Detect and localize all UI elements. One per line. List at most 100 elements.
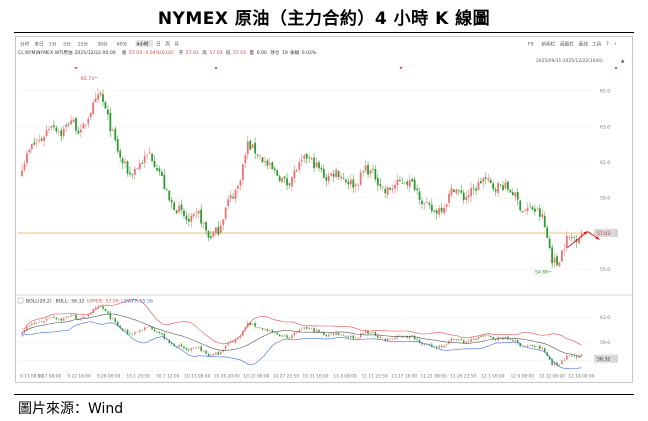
- period-tab-5[interactable]: 30分: [97, 41, 108, 48]
- indicator-candle-body: [70, 315, 72, 317]
- period-tab-8[interactable]: 日: [156, 42, 161, 48]
- candle-body: [45, 130, 48, 137]
- y-tick-label-2: 61.0: [600, 160, 610, 166]
- candle-body: [180, 204, 183, 210]
- x-tick-label-18: 12.12 08:00: [539, 374, 565, 380]
- indicator-candle-body: [274, 332, 276, 333]
- period-tab-1[interactable]: 多日: [34, 41, 43, 48]
- period-tab-0[interactable]: 分时: [20, 41, 30, 48]
- candle-body: [362, 171, 365, 173]
- period-tab-6[interactable]: 60分: [117, 41, 128, 48]
- indicator-candle-body: [470, 338, 472, 342]
- last-price-tag: [594, 228, 618, 237]
- info-field-8: 57.03: [209, 50, 222, 56]
- indicator-candle-body: [239, 336, 242, 338]
- indicator-candle-body: [259, 327, 261, 329]
- indicator-candle-body: [494, 339, 497, 340]
- indicator-candle-body: [281, 335, 283, 337]
- indicator-candle-body: [247, 322, 249, 328]
- indicator-candle-body: [359, 333, 362, 338]
- candle-body: [502, 185, 504, 190]
- candle-body: [484, 177, 487, 179]
- candle-body: [190, 215, 193, 222]
- indicator-candle-body: [107, 311, 109, 314]
- toolbar-right-1[interactable]: 新闻栏: [541, 41, 555, 48]
- toolbar-right-3[interactable]: 画线: [579, 41, 589, 48]
- indicator-candle-body: [72, 315, 75, 316]
- period-tab-7[interactable]: 4小时: [136, 41, 149, 48]
- candle-body: [337, 170, 340, 177]
- period-tab-4[interactable]: 15分: [78, 41, 89, 48]
- period-tab-10[interactable]: 月: [174, 42, 179, 48]
- candle-body: [430, 204, 433, 212]
- indicator-candle-body: [224, 345, 227, 350]
- candle-body: [283, 176, 286, 179]
- indicator-candle-body: [575, 356, 578, 358]
- period-tab-2[interactable]: 1分: [49, 41, 57, 48]
- indicator-candle-body: [372, 332, 374, 333]
- indicator-candle-body: [278, 334, 281, 337]
- candle-body: [391, 188, 394, 190]
- candle-body: [379, 184, 382, 187]
- candle-body: [369, 170, 372, 174]
- toolbar-right-2[interactable]: 画图栏: [560, 41, 574, 48]
- indicator-candle-body: [168, 339, 170, 344]
- trend-arrow-up-head: [583, 231, 588, 235]
- candle-body: [224, 207, 227, 219]
- indicator-candle-body: [254, 323, 256, 327]
- indicator-candle-body: [180, 344, 183, 347]
- candle-body: [111, 130, 114, 131]
- indicator-candle-body: [355, 337, 357, 339]
- info-field-12: 0.00: [257, 50, 267, 56]
- indicator-candle-body: [301, 328, 303, 330]
- candle-body: [330, 173, 333, 176]
- x-tick-label-15: 11.26 23:59: [450, 374, 476, 380]
- candle-body: [413, 179, 416, 190]
- candle-body: [401, 182, 404, 184]
- indicator-candle-body: [286, 335, 288, 338]
- indicator-candle-body: [60, 318, 63, 321]
- indicator-candle-body: [116, 321, 119, 327]
- indicator-candle-body: [65, 316, 67, 318]
- candle-body: [288, 183, 291, 185]
- indicator-candle-body: [517, 340, 519, 343]
- candle-body: [28, 149, 31, 153]
- candle-body: [426, 201, 428, 203]
- scroll-up-icon[interactable]: ▲: [621, 59, 625, 64]
- indicator-candle-body: [129, 333, 131, 334]
- indicator-candle-body: [158, 331, 161, 334]
- indicator-candle-body: [288, 337, 291, 338]
- indicator-menu-icon[interactable]: [17, 297, 24, 304]
- boll-upper-line: [21, 299, 582, 346]
- collapse-icon[interactable]: ‹: [614, 41, 616, 48]
- candle-body: [384, 188, 387, 194]
- toolbar-right-0[interactable]: F9: [528, 42, 534, 48]
- toolbar-right-4[interactable]: 工具: [592, 42, 602, 48]
- indicator-candle-body: [458, 339, 460, 341]
- kline-chart[interactable]: 分时 多日 1分 5分 15分 30分 60分 4小时 日周月 F9 新闻栏 画图栏 画线 工具? ‹ CL.…: [16, 37, 632, 382]
- candle-body: [138, 163, 141, 170]
- candle-body: [212, 231, 215, 237]
- candle-body: [433, 210, 436, 212]
- candle-body: [35, 142, 38, 144]
- info-field-14: 19: [282, 50, 288, 56]
- candle-body: [327, 175, 330, 182]
- indicator-candle-body: [529, 345, 531, 346]
- period-tab-9[interactable]: 周: [165, 42, 170, 48]
- help-icon[interactable]: ?: [606, 42, 609, 48]
- indicator-candle-body: [460, 339, 463, 341]
- candle-body: [114, 128, 117, 141]
- event-marker-icon: [214, 67, 218, 70]
- period-tab-3[interactable]: 5分: [63, 41, 71, 48]
- indicator-candle-body: [227, 342, 229, 345]
- candle-body: [349, 179, 352, 185]
- indicator-candle-body: [166, 339, 168, 340]
- indicator-candle-body: [394, 337, 396, 339]
- indicator-candle-body: [534, 345, 536, 347]
- indicator-candle-body: [303, 327, 305, 329]
- candle-body: [352, 179, 355, 188]
- candle-body: [43, 136, 45, 141]
- indicator-candle-body: [352, 335, 355, 339]
- candle-body: [438, 208, 441, 215]
- candle-body: [165, 188, 168, 190]
